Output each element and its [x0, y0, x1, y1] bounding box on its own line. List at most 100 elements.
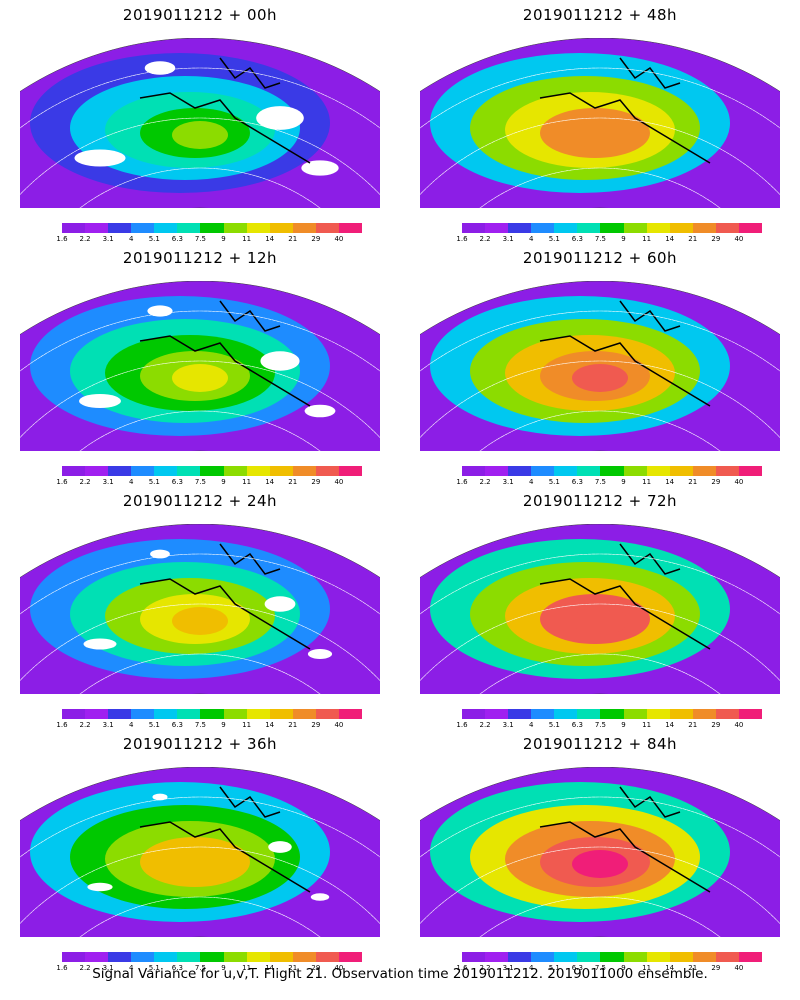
- map-outline: [20, 524, 380, 694]
- colorbar-label: 7.5: [194, 721, 207, 729]
- variance-contour: [572, 121, 628, 149]
- colorbar-swatch: [485, 223, 509, 233]
- colorbar-swatch: [600, 223, 624, 233]
- colorbar-label: 4: [528, 721, 534, 729]
- colorbar-labels: 1.6 2.2 3.1 4 5.1 6.3 7.5 9 11 14 21 29 40: [456, 235, 762, 245]
- colorbar-label: 7.5: [594, 478, 607, 486]
- colorbar-label: 11: [642, 964, 652, 972]
- latitude-gridline: [435, 896, 765, 937]
- colorbar-label: 29: [311, 235, 321, 243]
- colorbar-swatch: [338, 952, 363, 962]
- colorbar-label: 40: [734, 235, 744, 243]
- polar-stereographic-map: [20, 524, 380, 694]
- panel-title: 2019011212 + 72h: [522, 492, 678, 510]
- colorbar-swatch: [462, 709, 486, 719]
- colorbar-label: 3.1: [502, 478, 514, 486]
- colorbar-swatch: [485, 466, 509, 476]
- colorbar-label: 5.1: [148, 235, 160, 243]
- panel-title: 2019011212 + 60h: [522, 249, 678, 267]
- colorbar-swatch: [669, 466, 693, 476]
- coastline: [539, 57, 711, 164]
- colorbar-swatch: [554, 223, 578, 233]
- map-panel: 2019011212 + 36h 1.6 2.2 3.1 4 5.1 6.3 7.5 9 11 14…: [0, 729, 400, 972]
- colorbar-swatch: [508, 952, 532, 962]
- map-outline: [420, 281, 780, 451]
- colorbar-swatch: [246, 952, 270, 962]
- colorbar-swatch: [85, 223, 109, 233]
- colorbar-label: 9: [221, 721, 226, 729]
- colorbar-swatch: [315, 709, 339, 719]
- missing-data-patch: [301, 160, 339, 176]
- colorbar-label: 9: [621, 964, 626, 972]
- colorbar-swatch: [223, 952, 247, 962]
- colorbar: [462, 952, 763, 962]
- colorbar-swatch: [669, 952, 693, 962]
- colorbar-swatch: [338, 223, 363, 233]
- colorbar-label: 21: [288, 478, 298, 486]
- colorbar-swatch: [154, 709, 178, 719]
- variance-contour: [572, 850, 628, 878]
- colorbar-swatch: [623, 709, 647, 719]
- colorbar-label: 14: [265, 964, 275, 972]
- colorbar-swatch: [508, 709, 532, 719]
- colorbar-swatch: [554, 952, 578, 962]
- colorbar-labels: 1.6 2.2 3.1 4 5.1 6.3 7.5 9 11 14 21 29 40: [56, 235, 362, 245]
- colorbar-label: 6.3: [571, 721, 583, 729]
- colorbar-swatch: [692, 466, 716, 476]
- map-panel: 2019011212 + 72h 1.6 2.2 3.1 4 5.1 6.3 7.5 9 11 14…: [400, 486, 800, 729]
- colorbar-label: 9: [621, 235, 626, 243]
- colorbar-label: 4: [128, 478, 134, 486]
- colorbar-swatch: [715, 709, 739, 719]
- colorbar-swatch: [738, 709, 763, 719]
- colorbar-swatch: [200, 223, 224, 233]
- colorbar-swatch: [131, 466, 155, 476]
- latitude-gridline: [20, 310, 380, 440]
- colorbar: [62, 466, 363, 476]
- variance-contour: [572, 364, 628, 392]
- colorbar-swatch: [223, 466, 247, 476]
- colorbar-swatch: [223, 223, 247, 233]
- colorbar-label: 9: [621, 478, 626, 486]
- colorbar-swatch: [462, 952, 486, 962]
- colorbar-label: 6.3: [171, 721, 183, 729]
- colorbar-label: 2.2: [479, 721, 491, 729]
- colorbar-swatch: [246, 466, 270, 476]
- colorbar-swatch: [292, 709, 316, 719]
- colorbar-swatch: [269, 466, 293, 476]
- colorbar-label: 40: [334, 235, 344, 243]
- colorbar-label: 1.6: [456, 235, 468, 243]
- colorbar-label: 1.6: [456, 721, 468, 729]
- figure-caption: Signal Variance for u,v,T. Flight 21. Ob…: [92, 966, 708, 982]
- coastline: [139, 300, 311, 407]
- colorbar-label: 14: [665, 478, 675, 486]
- colorbar-label: 7.5: [594, 721, 607, 729]
- colorbar-labels: 1.6 2.2 3.1 4 5.1 6.3 7.5 9 11 14 21 29 40: [456, 478, 762, 488]
- colorbar-swatch: [85, 709, 109, 719]
- latitude-gridline: [20, 67, 380, 197]
- colorbar-label: 2.2: [79, 721, 91, 729]
- colorbar-label: 2.2: [479, 478, 491, 486]
- polar-stereographic-map: [420, 767, 780, 937]
- colorbar-swatch: [692, 223, 716, 233]
- colorbar-swatch: [108, 466, 132, 476]
- colorbar-label: 29: [311, 478, 321, 486]
- colorbar-label: 11: [242, 478, 252, 486]
- colorbar-label: 7.5: [594, 235, 607, 243]
- colorbar-label: 5.1: [548, 964, 560, 972]
- colorbar-swatch: [85, 466, 109, 476]
- colorbar-label: 3.1: [502, 964, 514, 972]
- colorbar-swatch: [108, 952, 132, 962]
- colorbar-swatch: [177, 223, 201, 233]
- colorbar-label: 29: [311, 964, 321, 972]
- colorbar-labels: 1.6 2.2 3.1 4 5.1 6.3 7.5 9 11 14 21 29 40: [456, 721, 762, 731]
- colorbar-label: 7.5: [194, 478, 207, 486]
- colorbar-label: 11: [642, 478, 652, 486]
- colorbar-swatch: [531, 952, 555, 962]
- map-panel: 2019011212 + 84h 1.6 2.2 3.1 4 5.1 6.3 7.5 9 11 14…: [400, 729, 800, 972]
- colorbar-label: 29: [711, 478, 721, 486]
- colorbar-swatch: [646, 223, 670, 233]
- colorbar-swatch: [577, 466, 601, 476]
- colorbar-label: 21: [688, 235, 698, 243]
- latitude-gridline: [435, 167, 765, 208]
- colorbar-label: 14: [665, 964, 675, 972]
